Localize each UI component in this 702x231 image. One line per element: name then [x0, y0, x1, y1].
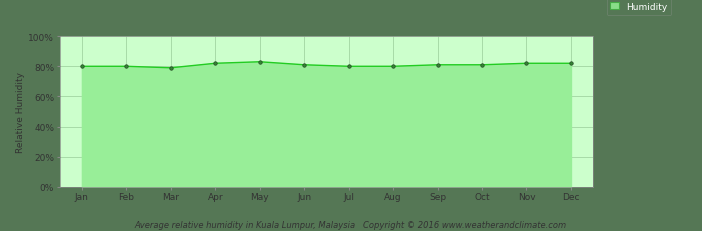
- Legend: Humidity: Humidity: [607, 0, 671, 15]
- Y-axis label: Relative Humidity: Relative Humidity: [16, 72, 25, 152]
- Text: Average relative humidity in Kuala Lumpur, Malaysia   Copyright © 2016 www.weath: Average relative humidity in Kuala Lumpu…: [135, 220, 567, 229]
